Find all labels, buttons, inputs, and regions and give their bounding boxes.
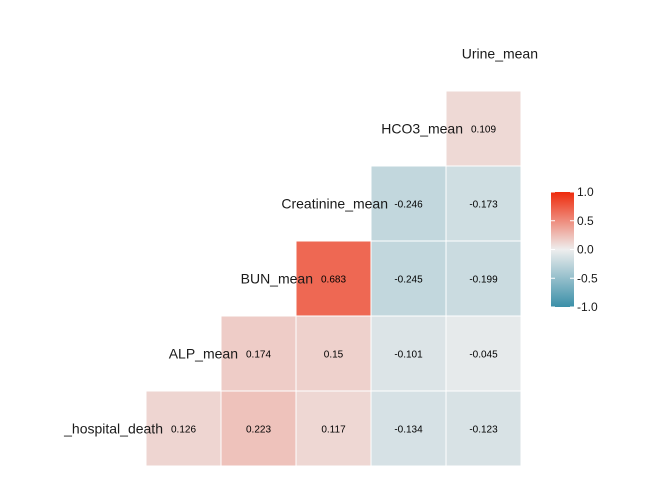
heatmap-cell-bun-mean-urine-mean <box>445 240 522 317</box>
variable-label-bun-mean: BUN_mean <box>241 271 313 287</box>
cell-value-alp-mean-hco3-mean: -0.101 <box>394 350 423 361</box>
heatmap-cell-hospital-death-hco3-mean <box>370 390 447 467</box>
cell-value-labels: 0.126 0.223 0.117 -0.134 -0.123 0.174 0.15 -0.1… <box>171 125 498 436</box>
cell-value-hco3-mean-urine-mean: 0.109 <box>471 125 496 136</box>
heatmap-cell-creatinine-mean-hco3-mean <box>370 165 447 242</box>
variable-label-alp-mean: ALP_mean <box>169 346 238 362</box>
cell-value-bun-mean-hco3-mean: -0.245 <box>394 275 423 286</box>
variable-label-creatinine-mean: Creatinine_mean <box>281 196 388 212</box>
cell-value-hospital-death-alp-mean: 0.126 <box>171 425 196 436</box>
heatmap-cell-alp-mean-urine-mean <box>445 315 522 392</box>
heatmap-cell-bun-mean-creatinine-mean <box>295 240 372 317</box>
legend-tick-label: -0.5 <box>577 271 598 285</box>
heatmap-cell-hospital-death-bun-mean <box>220 390 297 467</box>
variable-label-hco3-mean: HCO3_mean <box>381 121 463 137</box>
heatmap-cell-alp-mean-bun-mean <box>220 315 297 392</box>
variable-label-hospital-death: _hospital_death <box>63 421 163 437</box>
color-legend: 1.0 0.5 0.0 -0.5 -1.0 <box>551 185 598 314</box>
cell-value-creatinine-mean-hco3-mean: -0.246 <box>394 200 423 211</box>
cell-value-creatinine-mean-urine-mean: -0.173 <box>469 200 498 211</box>
cell-value-alp-mean-bun-mean: 0.174 <box>246 350 271 361</box>
cell-value-alp-mean-urine-mean: -0.045 <box>469 350 498 361</box>
legend-tick-label: -1.0 <box>577 300 598 314</box>
variable-label-urine-mean: Urine_mean <box>462 46 538 62</box>
cell-value-hospital-death-hco3-mean: -0.134 <box>394 425 423 436</box>
variable-labels: _hospital_death ALP_mean BUN_mean Creatinin… <box>63 46 538 437</box>
heatmap-cell-hco3-mean-urine-mean <box>445 90 522 167</box>
cell-value-bun-mean-creatinine-mean: 0.683 <box>321 275 346 286</box>
heatmap-cell-hospital-death-urine-mean <box>445 390 522 467</box>
heatmap-cell-alp-mean-creatinine-mean <box>295 315 372 392</box>
legend-tick-label: 0.0 <box>577 243 594 257</box>
cell-value-hospital-death-urine-mean: -0.123 <box>469 425 498 436</box>
heatmap-cell-hospital-death-alp-mean <box>145 390 222 467</box>
cell-value-hospital-death-creatinine-mean: 0.117 <box>321 425 346 436</box>
legend-color-bar <box>551 192 574 307</box>
legend-tick-label: 0.5 <box>577 214 594 228</box>
cell-value-bun-mean-urine-mean: -0.199 <box>469 275 498 286</box>
heatmap-cell-alp-mean-hco3-mean <box>370 315 447 392</box>
legend-tick-label: 1.0 <box>577 185 594 199</box>
cell-value-hospital-death-bun-mean: 0.223 <box>246 425 271 436</box>
heatmap-cells <box>145 90 522 467</box>
cell-value-alp-mean-creatinine-mean: 0.15 <box>324 350 344 361</box>
